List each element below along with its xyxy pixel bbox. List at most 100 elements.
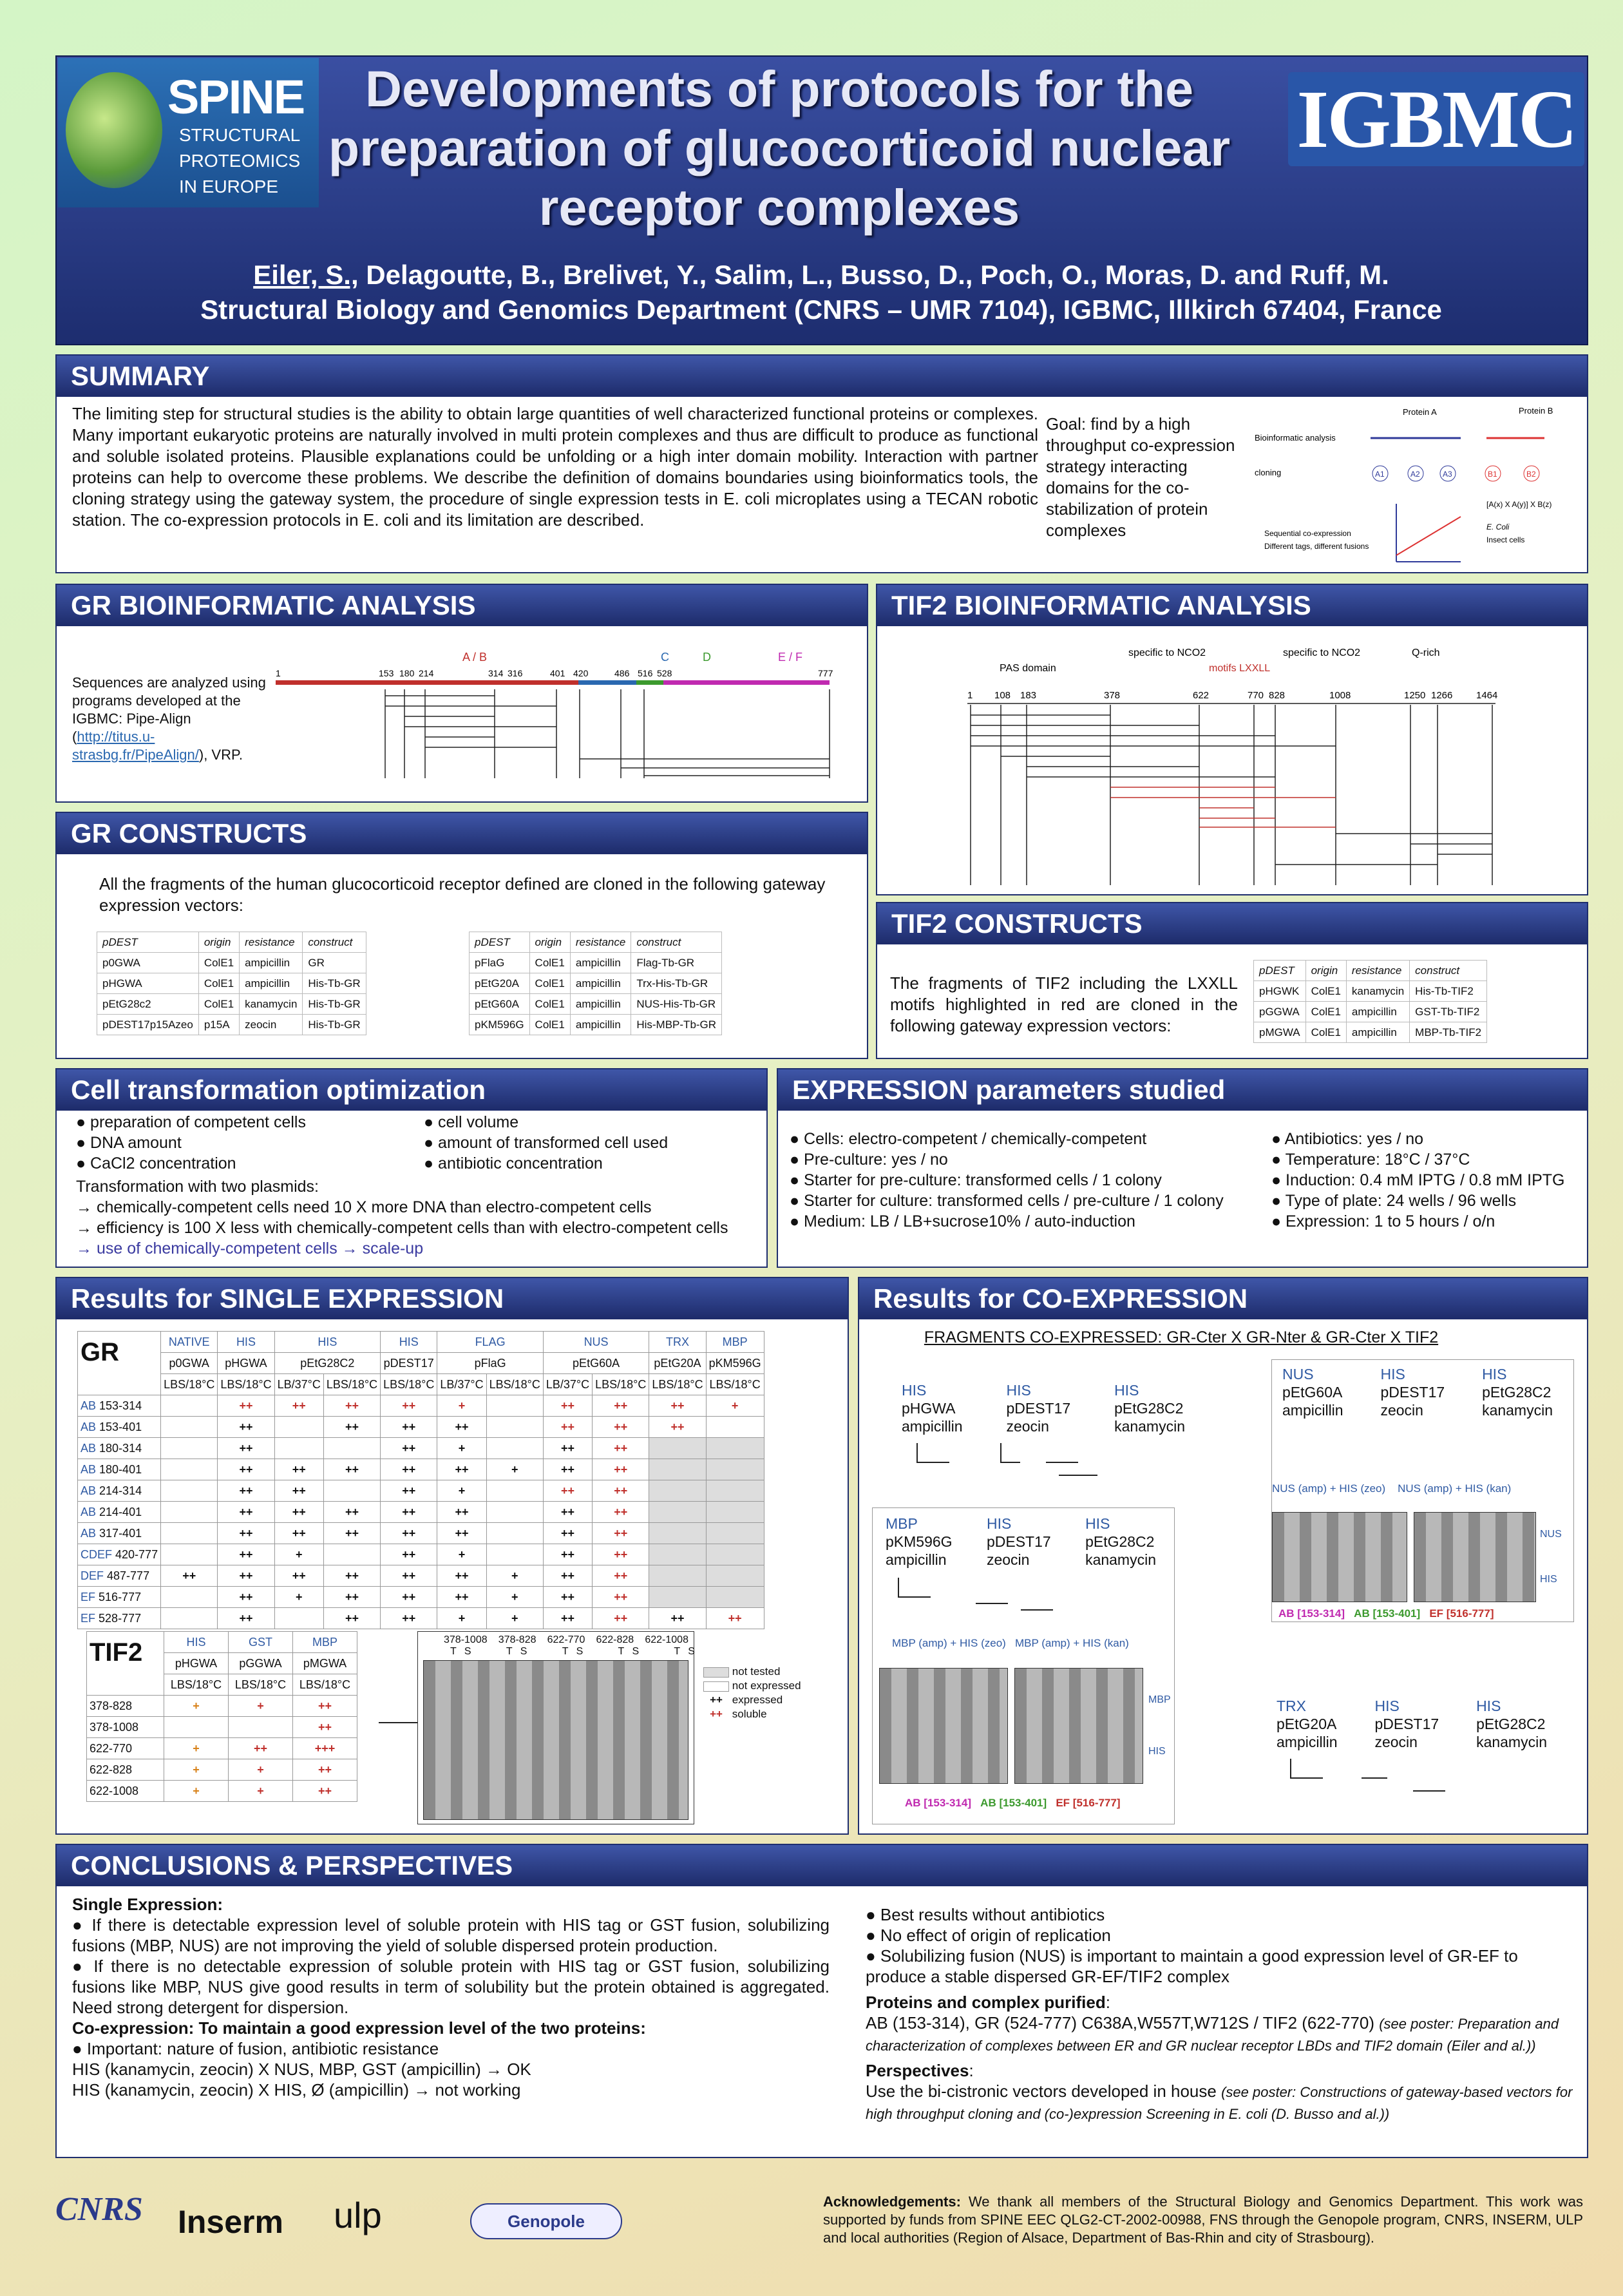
affiliation: Structural Biology and Genomics Departme… [200,294,1442,325]
svg-text:A1: A1 [1375,470,1385,479]
svg-text:153: 153 [379,668,394,678]
conclusions-panel: CONCLUSIONS & PERSPECTIVES Single Expres… [55,1844,1588,2158]
coexp-scheme-4 [1290,1759,1445,1792]
concl-left: Single Expression: ● If there is detecta… [72,1895,830,2100]
other-authors: Delagoutte, B., Brelivet, Y., Salim, L.,… [358,260,1389,290]
coexpression-panel: Results for CO-EXPRESSION FRAGMENTS CO-E… [858,1277,1588,1835]
table-row: EF 516-777 ++ + ++ ++ ++ + ++ ++ [77,1586,764,1608]
spine-subtitle: STRUCTURAL PROTEOMICS IN EUROPE [179,125,301,196]
nus-kan-gel [1414,1512,1536,1602]
coexpression-strategy-diagram: Protein A Protein B Bioinformatic analys… [1255,406,1553,562]
table-row: pEtG20A ColE1 ampicillin Trx-His-Tb-GR [469,973,723,994]
cnrs-logo: CNRS [55,2191,143,2228]
table-row: AB 317-401 ++ ++ ++ ++ ++ ++ ++ [77,1522,764,1544]
concl-right: ● Best results without antibiotics ● No … [866,1905,1573,2122]
table-row: pEtG60A ColE1 ampicillin NUS-His-Tb-GR [469,993,723,1015]
svg-text:A3: A3 [1443,470,1452,479]
tif2-constructs-text: The fragments of TIF2 including the LXXL… [890,973,1238,1035]
protein-globe-icon [66,72,162,188]
acknowledgements: Acknowledgements: We thank all members o… [823,2194,1583,2246]
svg-text:777: 777 [818,668,833,678]
spine-title: SPINE [167,70,305,124]
table-row: AB 214-314 ++ ++ ++ + ++ ++ [77,1480,764,1502]
svg-text:E. Coli: E. Coli [1486,522,1510,531]
svg-text:314: 314 [488,668,504,678]
table-row: pHGWK ColE1 kanamycin His-Tb-TIF2 [1253,981,1488,1002]
summary-goal: Goal: find by a high throughput co-expre… [1046,414,1235,540]
gr-bio-heading: GR BIOINFORMATIC ANALYSIS [57,585,867,626]
table-row: 378-1008 ++ [86,1716,357,1738]
gr-vectors-table-2: pDEST origin resistance construct pFlaG ColE… [469,932,723,1035]
svg-text:A / B: A / B [462,651,487,664]
gr-bioinformatic-panel: GR BIOINFORMATIC ANALYSIS Sequences are … [55,584,868,803]
svg-text:1464: 1464 [1476,690,1497,701]
table-row: CDEF 420-777 ++ + ++ + ++ ++ [77,1544,764,1565]
svg-text:B2: B2 [1526,470,1536,479]
spine-logo: SPINE STRUCTURAL PROTEOMICS IN EUROPE [58,58,319,207]
table-row: 622-770 + ++ +++ [86,1737,357,1759]
table-row: EF 528-777 ++ ++ ++ + + ++ ++ ++ ++ [77,1607,764,1629]
mbp-gel-labels: MBP (amp) + HIS (zeo) MBP (amp) + HIS (k… [892,1637,1129,1649]
svg-text:D: D [703,651,711,664]
gr-results-table: GR NATIVE HIS HIS HIS FLAG NUS TRX MBP p… [77,1331,764,1629]
cell-two-plasmids: Transformation with two plasmids: → chem… [76,1178,728,1258]
results-legend: not tested not expressed ++ expressed ++… [703,1665,801,1721]
svg-text:Insect cells: Insect cells [1486,535,1524,544]
svg-text:motifs LXXLL: motifs LXXLL [1209,663,1270,674]
tif2-vectors-table: pDEST origin resistance construct pHGWK ColE… [1253,960,1488,1043]
svg-text:378: 378 [1104,690,1120,701]
expr-heading: EXPRESSION parameters studied [778,1069,1587,1111]
summary-text: The limiting step for structural studies… [72,404,1038,530]
tif2-bio-heading: TIF2 BIOINFORMATIC ANALYSIS [877,585,1587,626]
tif2-constructs-panel: TIF2 CONSTRUCTS The fragments of TIF2 in… [876,902,1588,1059]
coexp-heading: Results for CO-EXPRESSION [859,1278,1587,1319]
table-row: pMGWA ColE1 ampicillin MBP-Tb-TIF2 [1253,1022,1488,1043]
inserm-logo: Inserm [178,2204,283,2240]
table-row: pHGWA ColE1 ampicillin His-Tb-GR [97,973,366,994]
svg-text:specific to NCO2: specific to NCO2 [1283,647,1360,658]
tif2-constructs-heading: TIF2 CONSTRUCTS [877,903,1587,944]
table-row: DEF 487-777 ++ ++ ++ ++ ++ ++ + ++ ++ [77,1565,764,1587]
cell-transformation-panel: Cell transformation optimization ● prepa… [55,1068,768,1268]
tif2-domain-diagram: PAS domain specific to NCO2 motifs LXXLL… [967,647,1497,885]
authors: Eiler, S., Delagoutte, B., Brelivet, Y.,… [58,258,1584,327]
table-row: p0GWA ColE1 ampicillin GR [97,952,366,973]
coexp-nus-box: NUS pEtG60A ampicillin HIS pDEST17 zeocin HI… [1271,1359,1574,1622]
table-row: AB 180-314 ++ ++ + ++ ++ [77,1437,764,1459]
summary-panel: SUMMARY The limiting step for structural… [55,354,1588,573]
svg-text:1266: 1266 [1431,690,1452,701]
svg-text:420: 420 [573,668,589,678]
expr-col2: ● Antibiotics: yes / no ● Temperature: 18… [1271,1130,1565,1230]
svg-text:316: 316 [508,668,523,678]
svg-text:Q-rich: Q-rich [1412,647,1440,658]
svg-text:486: 486 [614,668,630,678]
tif2-results-table: TIF2 HIS GST MBP pHGWA pGGWA pMGWA LBS/18°C L… [86,1631,357,1802]
table-row: pDEST17p15Azeo p15A zeocin His-Tb-GR [97,1014,366,1035]
gr-bio-text: Sequences are analyzed using programs de… [72,674,266,763]
svg-text:401: 401 [550,668,565,678]
svg-text:E / F: E / F [778,651,802,664]
svg-text:Different tags, different fusi: Different tags, different fusions [1264,542,1369,551]
svg-text:1: 1 [276,668,281,678]
single-heading: Results for SINGLE EXPRESSION [57,1278,848,1319]
table-row: pKM596G ColE1 ampicillin His-MBP-Tb-GR [469,1014,723,1035]
coexp-group-4: TRX pEtG20A ampicillin HIS pDEST17 zeocin HI… [1277,1698,1547,1750]
table-row: 622-828 + + ++ [86,1759,357,1781]
summary-heading: SUMMARY [57,356,1587,397]
svg-text:528: 528 [657,668,672,678]
table-row: AB 153-401 ++ ++ ++ ++ ++ ++ ++ [77,1416,764,1438]
table-row: pFlaG ColE1 ampicillin Flag-Tb-GR [469,952,723,973]
svg-text:214: 214 [419,668,434,678]
svg-text:B1: B1 [1488,470,1497,479]
pipealign-link[interactable]: http://titus.u-strasbg.fr/PipeAlign/ [72,729,199,763]
gr-vectors-table-1: pDEST origin resistance construct p0GWA ColE… [97,932,366,1035]
table-row: AB 214-401 ++ ++ ++ ++ ++ ++ ++ [77,1501,764,1523]
genopole-logo: Genopole [470,2203,622,2239]
gr-constructs-heading: GR CONSTRUCTS [57,813,867,854]
poster-title: Developments of protocols for the prepar… [328,60,1231,236]
svg-text:1008: 1008 [1329,690,1351,701]
svg-text:828: 828 [1269,690,1285,701]
gr-domain-diagram: A / B C D E / F 1 153 180 214 314 316 40… [276,651,833,778]
svg-text:622: 622 [1193,690,1209,701]
